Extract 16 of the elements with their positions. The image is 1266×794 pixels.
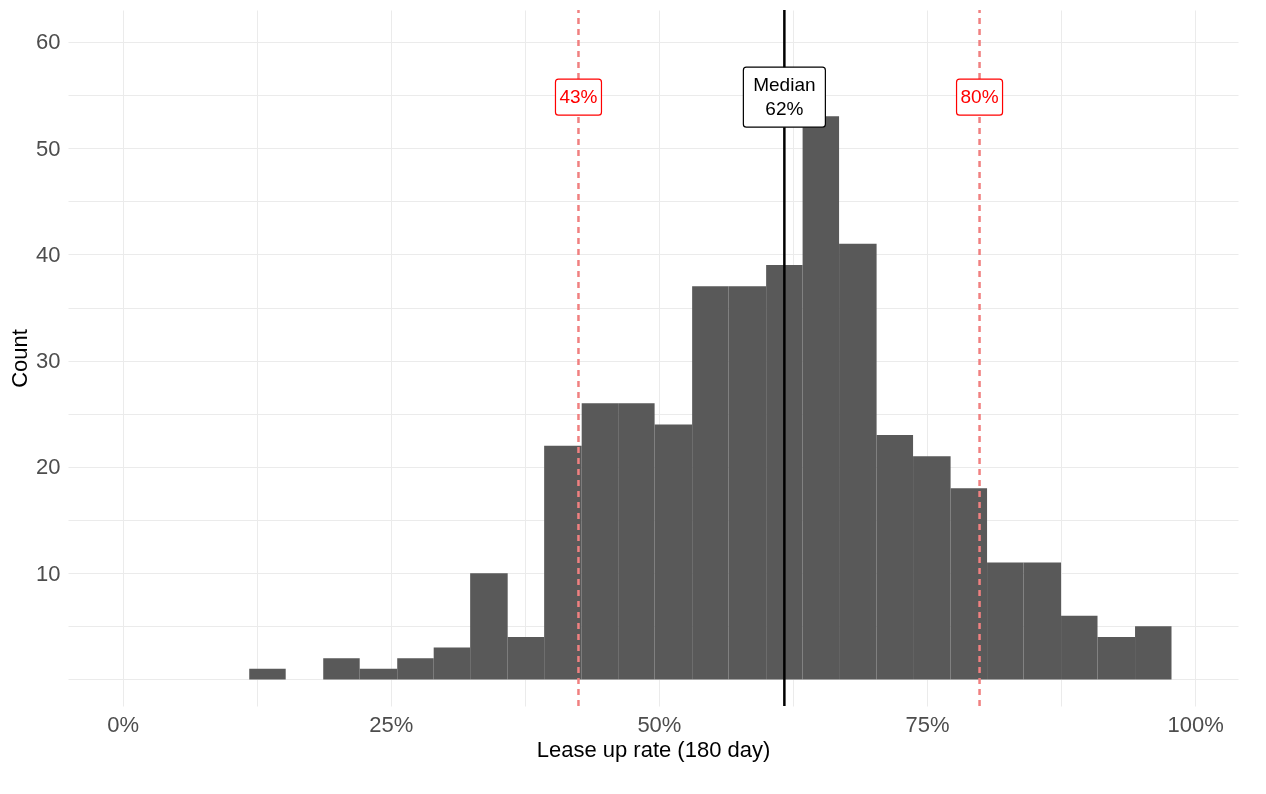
x-tick-label: 100% — [1167, 711, 1224, 737]
ref-line-label: 43% — [559, 86, 598, 108]
x-axis-title: Lease up rate (180 day) — [536, 736, 771, 762]
ref-line-label: Median 62% — [753, 74, 816, 120]
y-tick-label: 50 — [36, 135, 61, 161]
x-tick-label: 75% — [905, 711, 950, 737]
ref-line-label: 80% — [960, 86, 999, 108]
y-tick-label: 40 — [36, 241, 61, 267]
y-tick-label: 20 — [36, 454, 61, 480]
x-tick-label: 25% — [369, 711, 414, 737]
y-tick-label: 60 — [36, 29, 61, 55]
x-tick-label: 50% — [637, 711, 682, 737]
y-tick-label: 30 — [36, 348, 61, 374]
y-tick-label: 10 — [36, 560, 61, 586]
y-axis-title: Count — [7, 329, 33, 388]
x-tick-label: 0% — [107, 711, 140, 737]
